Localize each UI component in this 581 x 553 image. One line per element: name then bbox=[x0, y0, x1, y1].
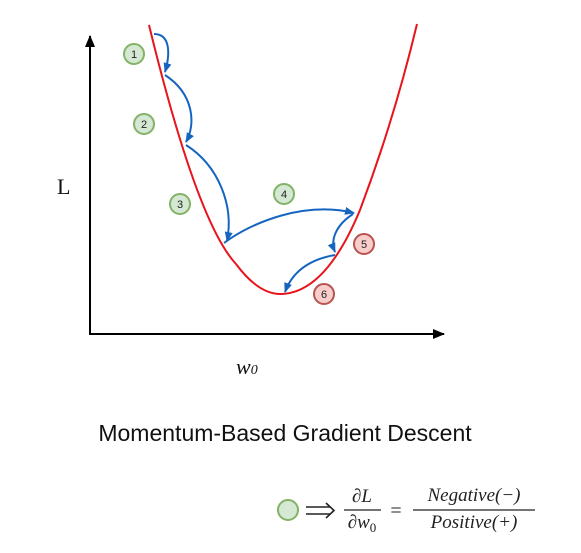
step-arrow-5 bbox=[327, 213, 354, 253]
y-axis-label: L bbox=[57, 174, 70, 199]
step-marker-6-label: 6 bbox=[321, 289, 327, 301]
derivative-denominator-partial: ∂ bbox=[348, 512, 357, 533]
step-marker-5: 5 bbox=[353, 233, 375, 255]
momentum-step-arrows bbox=[153, 33, 355, 293]
derivative-numerator-partial: ∂ bbox=[352, 486, 361, 507]
step-marker-5-label: 5 bbox=[361, 239, 367, 251]
step-marker-3-label: 3 bbox=[177, 199, 183, 211]
derivative-denominator: ∂w0 bbox=[348, 512, 377, 535]
sign-fraction: Negative(−) Positive(+) bbox=[413, 485, 535, 533]
legend-green-marker bbox=[277, 499, 299, 521]
sign-fraction-denominator: Positive(+) bbox=[430, 512, 518, 533]
derivative-denominator-var: w bbox=[357, 512, 370, 533]
equals-sign: = bbox=[390, 500, 401, 522]
x-axis-label: w0 bbox=[236, 354, 258, 379]
step-arrow-6 bbox=[284, 254, 336, 293]
step-arrow-1 bbox=[153, 33, 172, 73]
derivative-numerator: ∂L bbox=[352, 486, 372, 507]
diagram-caption: Momentum-Based Gradient Descent bbox=[98, 420, 472, 446]
step-marker-4: 4 bbox=[273, 183, 295, 205]
step-marker-1: 1 bbox=[123, 43, 145, 65]
step-marker-2-label: 2 bbox=[141, 119, 147, 131]
step-marker-3: 3 bbox=[169, 193, 191, 215]
sign-fraction-numerator: Negative(−) bbox=[426, 485, 520, 506]
step-marker-6: 6 bbox=[313, 283, 335, 305]
x-axis-label-var: w bbox=[236, 354, 251, 379]
derivative-numerator-var: L bbox=[360, 486, 372, 507]
step-marker-1-label: 1 bbox=[131, 49, 137, 61]
step-arrow-2 bbox=[164, 74, 194, 143]
step-arrow-3 bbox=[185, 144, 233, 242]
negative-slope-legend: ∂L ∂w0 = Negative(−) Positive(+) bbox=[277, 485, 535, 535]
partial-derivative-fraction: ∂L ∂w0 bbox=[344, 486, 381, 535]
x-axis-label-subscript: 0 bbox=[251, 363, 258, 378]
derivative-denominator-subscript: 0 bbox=[370, 520, 377, 535]
loss-curve bbox=[148, 23, 418, 296]
step-marker-2: 2 bbox=[133, 113, 155, 135]
step-marker-4-label: 4 bbox=[281, 189, 287, 201]
implies-arrow-icon bbox=[306, 502, 336, 519]
step-arrow-4 bbox=[223, 206, 355, 244]
